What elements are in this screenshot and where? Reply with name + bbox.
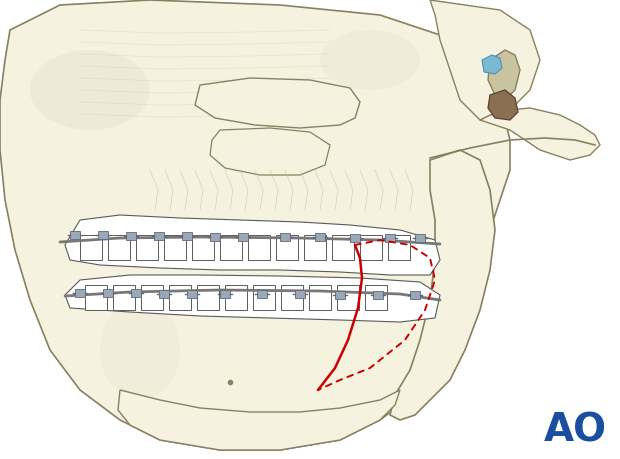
- Polygon shape: [210, 128, 330, 175]
- Polygon shape: [75, 289, 85, 297]
- Polygon shape: [220, 290, 230, 298]
- Polygon shape: [482, 55, 502, 74]
- Polygon shape: [70, 231, 80, 239]
- Polygon shape: [390, 150, 495, 420]
- Polygon shape: [169, 285, 191, 310]
- Polygon shape: [360, 235, 382, 260]
- Polygon shape: [332, 235, 354, 260]
- Text: AO: AO: [544, 411, 606, 449]
- Polygon shape: [304, 235, 326, 260]
- Ellipse shape: [30, 50, 150, 130]
- Polygon shape: [98, 231, 108, 239]
- Polygon shape: [131, 290, 141, 297]
- Polygon shape: [410, 291, 420, 299]
- Polygon shape: [126, 232, 136, 240]
- Polygon shape: [103, 289, 113, 297]
- Polygon shape: [118, 390, 400, 450]
- Polygon shape: [335, 291, 345, 299]
- Polygon shape: [295, 291, 305, 298]
- Polygon shape: [238, 233, 248, 241]
- Polygon shape: [197, 285, 219, 310]
- Ellipse shape: [100, 300, 180, 400]
- Polygon shape: [415, 234, 425, 242]
- Polygon shape: [280, 233, 290, 241]
- Polygon shape: [65, 215, 440, 275]
- Polygon shape: [182, 232, 192, 240]
- Polygon shape: [192, 235, 214, 260]
- Polygon shape: [253, 285, 275, 310]
- Polygon shape: [385, 234, 395, 242]
- Polygon shape: [154, 232, 164, 240]
- Polygon shape: [195, 78, 360, 128]
- Polygon shape: [164, 235, 186, 260]
- Polygon shape: [108, 235, 130, 260]
- Polygon shape: [373, 291, 383, 299]
- Polygon shape: [248, 235, 270, 260]
- Polygon shape: [187, 290, 197, 298]
- Polygon shape: [480, 108, 600, 160]
- Polygon shape: [350, 234, 360, 242]
- Polygon shape: [257, 290, 267, 298]
- Polygon shape: [210, 233, 220, 241]
- Polygon shape: [281, 285, 303, 310]
- Polygon shape: [337, 285, 359, 310]
- Polygon shape: [430, 0, 540, 120]
- Polygon shape: [315, 233, 325, 241]
- Polygon shape: [85, 285, 107, 310]
- Polygon shape: [136, 235, 158, 260]
- Polygon shape: [488, 90, 518, 120]
- Polygon shape: [65, 275, 440, 322]
- Ellipse shape: [320, 30, 420, 90]
- Polygon shape: [388, 235, 410, 260]
- Polygon shape: [488, 50, 520, 100]
- Polygon shape: [0, 0, 510, 450]
- Polygon shape: [159, 290, 169, 297]
- Polygon shape: [276, 235, 298, 260]
- Polygon shape: [225, 285, 247, 310]
- Polygon shape: [141, 285, 163, 310]
- Polygon shape: [113, 285, 135, 310]
- Polygon shape: [365, 285, 387, 310]
- Polygon shape: [220, 235, 242, 260]
- Polygon shape: [80, 235, 102, 260]
- Polygon shape: [309, 285, 331, 310]
